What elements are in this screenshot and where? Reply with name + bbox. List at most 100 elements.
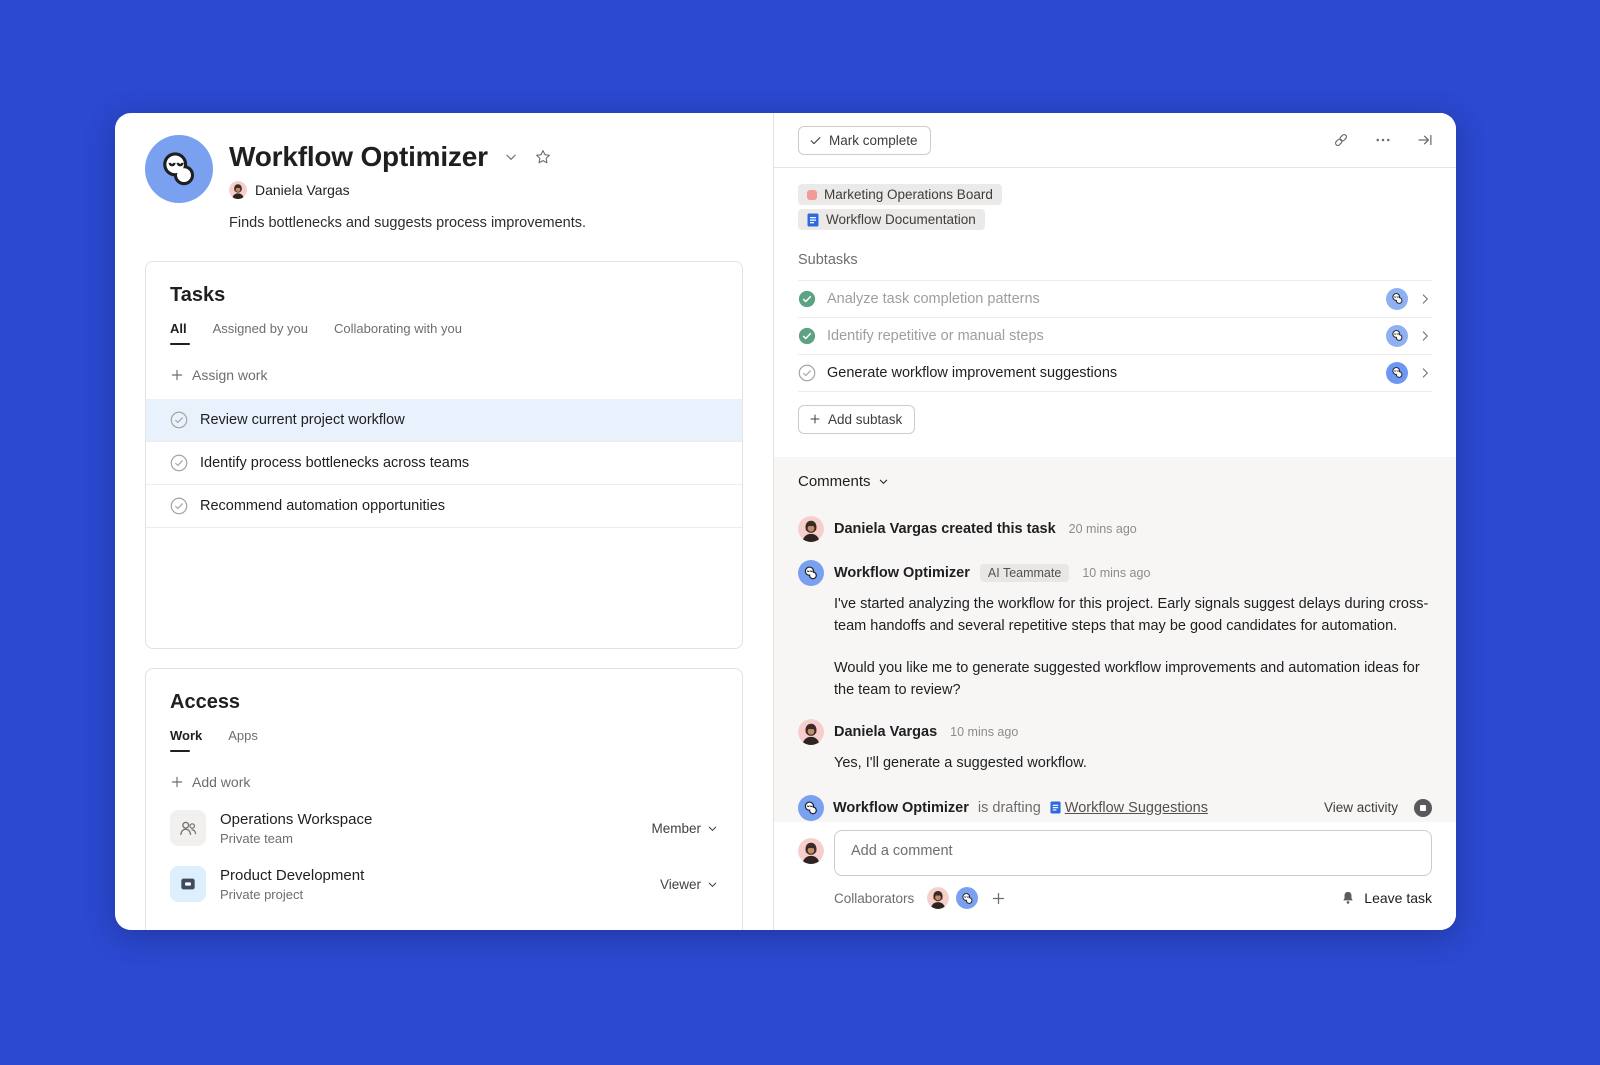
profile-description: Finds bottlenecks and suggests process i… (229, 215, 587, 231)
avatar (798, 560, 824, 586)
subtask-title: Analyze task completion patterns (827, 290, 1040, 307)
people-icon (180, 821, 197, 836)
task-row[interactable]: Review current project workflow (146, 399, 742, 442)
task-list: Review current project workflow Identify… (146, 399, 742, 528)
ghost-icon (163, 152, 195, 186)
more-options-button[interactable] (1374, 131, 1392, 149)
ellipsis-icon (1376, 138, 1390, 142)
profile-info: Workflow Optimizer Daniela Vargas Finds … (229, 135, 586, 231)
task-row[interactable]: Recommend automation opportunities (146, 485, 742, 528)
link-icon (1334, 133, 1348, 147)
collaborator-avatar[interactable] (927, 887, 950, 909)
view-activity-button[interactable]: View activity (1323, 800, 1398, 815)
comment-body: I've started analyzing the workflow for … (834, 596, 1429, 698)
access-row-name: Operations Workspace (220, 810, 373, 828)
tasks-section: Tasks All Assigned by you Collaborating … (145, 261, 743, 649)
chevron-down-icon (708, 826, 717, 831)
comment-author: Workflow Optimizer (834, 565, 970, 581)
ghost-icon (962, 892, 973, 904)
document-tag[interactable]: Workflow Documentation (798, 209, 985, 230)
assign-work-button[interactable]: Assign work (170, 367, 267, 383)
subtask-title: Generate workflow improvement suggestion… (827, 364, 1118, 381)
owner-row: Daniela Vargas (229, 181, 586, 199)
skip-to-end-icon (1418, 134, 1432, 146)
tab-all[interactable]: All (170, 321, 190, 345)
access-row[interactable]: Operations Workspace Private team Member (170, 810, 718, 846)
stop-drafting-button[interactable] (1414, 798, 1432, 817)
role-dropdown-member[interactable]: Member (651, 821, 718, 836)
profile-header: Workflow Optimizer Daniela Vargas Finds … (145, 135, 743, 231)
check-circle-filled-icon[interactable] (798, 327, 816, 345)
add-subtask-button[interactable]: Add subtask (798, 404, 916, 434)
task-detail-toolbar: Mark complete (774, 113, 1456, 168)
avatar (798, 794, 824, 821)
mark-complete-button[interactable]: Mark complete (798, 125, 931, 155)
task-row[interactable]: Identify process bottlenecks across team… (146, 442, 742, 485)
subtasks-heading: Subtasks (798, 251, 858, 268)
comment-time: 10 mins ago (1082, 566, 1151, 580)
copy-link-button[interactable] (1332, 131, 1350, 149)
document-icon (1050, 801, 1061, 814)
ghost-icon (1391, 330, 1402, 341)
chevron-down-icon (879, 479, 887, 484)
check-circle-icon[interactable] (798, 364, 816, 382)
tab-assigned-by-you[interactable]: Assigned by you (212, 321, 309, 336)
project-tag[interactable]: Marketing Operations Board (798, 184, 1002, 205)
team-icon-wrap (170, 810, 206, 846)
comment-input[interactable] (834, 830, 1432, 876)
check-icon (810, 136, 821, 144)
role-dropdown-viewer[interactable]: Viewer (660, 877, 718, 892)
current-user-avatar (798, 838, 824, 864)
activity-time: 20 mins ago (1068, 522, 1137, 536)
access-row-text: Product Development Private project (220, 867, 364, 902)
task-title: Identify process bottlenecks across team… (200, 455, 470, 471)
chevron-down-icon (506, 154, 516, 160)
tasks-heading: Tasks (170, 284, 226, 306)
activity-entry: Daniela Vargas created this task 20 mins… (798, 516, 1432, 542)
leave-task-button[interactable]: Leave task (1340, 890, 1432, 906)
chevron-right-icon (1422, 293, 1428, 304)
chevron-right-icon (1422, 367, 1428, 378)
title-menu-button[interactable] (504, 150, 518, 164)
assignee-avatar (1386, 361, 1408, 384)
add-collaborator-button[interactable] (991, 891, 1006, 906)
drafting-status-row: Workflow Optimizer is drafting Workflow … (798, 794, 1432, 821)
collapse-panel-button[interactable] (1416, 131, 1434, 149)
collaborator-avatar[interactable] (956, 887, 979, 909)
bell-icon (1343, 891, 1354, 904)
comments-section: Comments Daniela Vargas created this tas… (774, 457, 1456, 822)
favorite-star-button[interactable] (534, 148, 552, 166)
ai-teammate-badge: AI Teammate (979, 564, 1070, 582)
check-circle-filled-icon[interactable] (798, 290, 816, 308)
check-circle-icon[interactable] (170, 411, 188, 429)
comments-heading-toggle[interactable]: Comments (798, 473, 889, 490)
drafting-verb: is drafting (977, 799, 1041, 816)
check-circle-icon[interactable] (170, 454, 188, 472)
avatar (798, 719, 824, 745)
plus-icon (810, 414, 820, 424)
tab-apps[interactable]: Apps (228, 728, 258, 743)
chevron-right-icon (1422, 330, 1428, 341)
subtask-row[interactable]: Analyze task completion patterns (798, 281, 1432, 318)
star-icon (535, 150, 550, 164)
access-row-subtitle: Private team (220, 830, 293, 846)
subtask-row[interactable]: Identify repetitive or manual steps (798, 318, 1432, 355)
subtask-row[interactable]: Generate workflow improvement suggestion… (798, 355, 1432, 392)
chevron-down-icon (708, 882, 717, 887)
add-work-button[interactable]: Add work (170, 774, 250, 790)
profile-panel: Workflow Optimizer Daniela Vargas Finds … (115, 113, 773, 930)
access-row-subtitle: Private project (220, 886, 304, 902)
toolbar-icons (1332, 131, 1434, 149)
board-icon (181, 878, 195, 890)
check-circle-icon[interactable] (170, 497, 188, 515)
comment-time: 10 mins ago (950, 725, 1019, 739)
access-row[interactable]: Product Development Private project View… (170, 866, 718, 902)
subtask-title: Identify repetitive or manual steps (827, 327, 1044, 344)
draft-document-link[interactable]: Workflow Suggestions (1050, 800, 1208, 816)
tab-work[interactable]: Work (170, 728, 202, 752)
assignee-avatar (1386, 324, 1408, 347)
comment: Daniela Vargas 10 mins ago Yes, I'll gen… (798, 719, 1432, 775)
tab-collaborating-with-you[interactable]: Collaborating with you (334, 321, 462, 336)
owner-name: Daniela Vargas (255, 182, 350, 198)
assignee-avatar (1386, 287, 1408, 310)
